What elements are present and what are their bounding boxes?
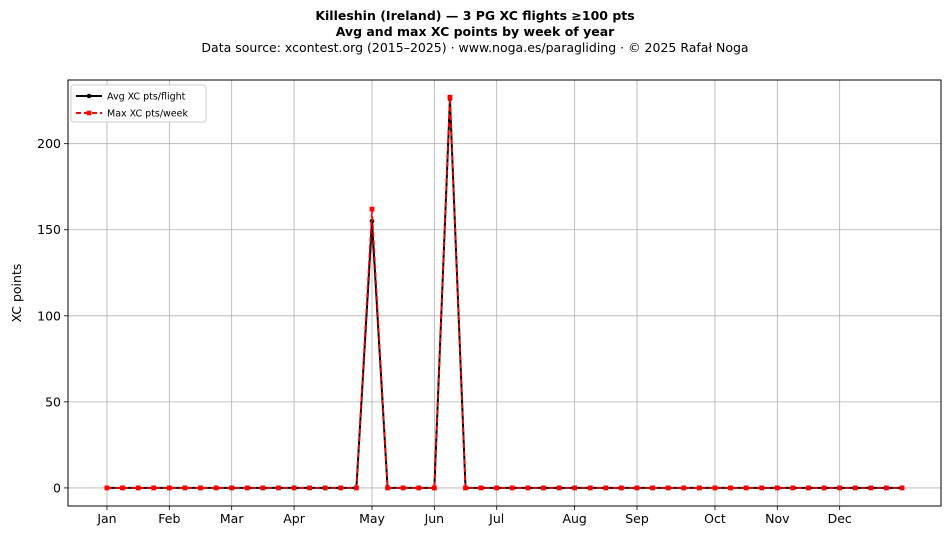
max-point xyxy=(665,485,671,491)
max-point xyxy=(572,485,578,491)
x-tick-label: Jan xyxy=(96,511,116,526)
max-point xyxy=(619,485,624,491)
max-point xyxy=(463,485,468,491)
max-point xyxy=(291,485,297,491)
chart-subtitle: Avg and max XC points by week of year xyxy=(335,24,615,39)
x-tick-label: Nov xyxy=(765,511,790,526)
max-point xyxy=(743,485,749,491)
x-tick-label: May xyxy=(359,511,385,526)
max-point xyxy=(774,485,780,491)
x-tick-label: Jul xyxy=(488,511,504,526)
axis-ticks: Jan Feb Mar Apr May Jun Jul Aug Sep Oct Nov Dec 0 50 1… xyxy=(37,136,852,526)
max-point xyxy=(603,485,609,491)
legend-avg-marker xyxy=(86,93,92,99)
y-tick-label: 50 xyxy=(45,394,61,409)
y-axis-label: XC points xyxy=(9,264,24,323)
max-point xyxy=(120,485,125,491)
max-point xyxy=(244,485,250,491)
legend-max-marker xyxy=(86,110,92,116)
max-point xyxy=(322,485,328,491)
max-point xyxy=(494,485,500,491)
max-point xyxy=(681,485,687,491)
x-tick-label: Aug xyxy=(562,511,586,526)
series-avg-line xyxy=(106,97,903,489)
x-tick-label: Mar xyxy=(220,511,244,526)
max-point xyxy=(712,485,718,491)
max-point xyxy=(899,485,905,491)
chart-title: Killeshin (Ireland) — 3 PG XC flights ≥1… xyxy=(315,8,635,23)
max-point xyxy=(135,485,141,491)
y-tick-label: 100 xyxy=(37,308,61,323)
max-point xyxy=(151,485,157,491)
max-point xyxy=(759,485,765,491)
max-point xyxy=(307,485,313,491)
legend-avg-label: Avg XC pts/flight xyxy=(107,92,186,103)
y-tick-label: 150 xyxy=(37,222,61,237)
max-point xyxy=(276,485,281,491)
max-point xyxy=(385,485,390,491)
max-point xyxy=(338,485,344,491)
max-point xyxy=(198,485,203,491)
max-point xyxy=(525,485,531,491)
max-point xyxy=(541,485,546,491)
max-point xyxy=(431,485,437,491)
data-source-note: Data source: xcontest.org (2015–2025) · … xyxy=(201,40,749,55)
series-max-line xyxy=(106,97,903,489)
max-point xyxy=(868,485,874,491)
legend-box xyxy=(70,84,207,123)
legend-max-label: Max XC pts/week xyxy=(107,109,188,120)
grid-lines xyxy=(68,80,941,506)
x-tick-label: Feb xyxy=(158,511,180,526)
max-point xyxy=(104,485,110,491)
x-tick-label: Jun xyxy=(424,511,445,526)
max-point xyxy=(650,485,655,491)
max-point xyxy=(416,485,422,491)
max-point xyxy=(852,485,858,491)
max-point xyxy=(884,485,889,491)
x-tick-label: Apr xyxy=(283,511,305,526)
max-point xyxy=(587,485,593,491)
max-point xyxy=(478,485,484,491)
max-point xyxy=(556,485,562,491)
chart-titles: Killeshin (Ireland) — 3 PG XC flights ≥1… xyxy=(0,8,950,56)
max-point xyxy=(354,485,359,491)
max-point xyxy=(806,485,811,491)
legend: Avg XC pts/flight Max XC pts/week xyxy=(70,84,207,123)
max-point xyxy=(166,485,172,491)
max-point xyxy=(447,94,453,100)
max-point xyxy=(213,485,219,491)
max-point xyxy=(790,485,796,491)
max-point xyxy=(634,485,640,491)
x-tick-label: Dec xyxy=(828,511,852,526)
max-point xyxy=(182,485,188,491)
max-point xyxy=(509,485,515,491)
max-point xyxy=(229,485,235,491)
plot-frame xyxy=(67,79,942,507)
max-point xyxy=(837,485,843,491)
max-point xyxy=(728,485,733,491)
max-point xyxy=(400,485,406,491)
series-layer xyxy=(104,94,905,491)
y-tick-label: 0 xyxy=(53,480,61,495)
x-tick-label: Oct xyxy=(704,511,726,526)
y-tick-label: 200 xyxy=(37,136,61,151)
x-tick-label: Sep xyxy=(625,511,649,526)
max-point xyxy=(260,485,266,491)
max-point xyxy=(369,206,375,212)
max-point xyxy=(696,485,702,491)
max-point xyxy=(821,485,827,491)
